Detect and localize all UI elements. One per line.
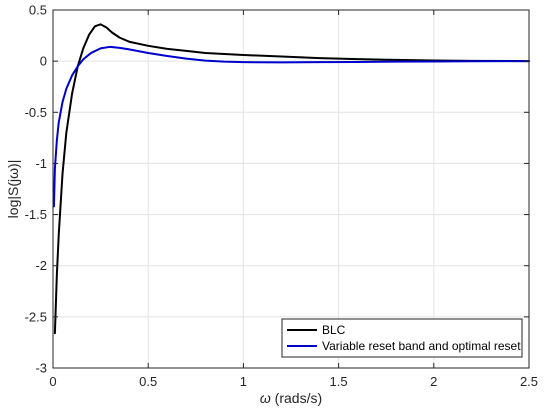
legend-label: Variable reset band and optimal reset	[322, 339, 521, 353]
x-tick-label: 2.5	[520, 374, 538, 389]
x-axis: 0 0.5 1 1.5 2 2.5	[49, 10, 538, 389]
series-lines	[52, 23, 530, 335]
x-tick-label: 0	[49, 374, 56, 389]
legend-label: BLC	[322, 323, 346, 337]
x-tick-label: 0.5	[139, 374, 157, 389]
x-axis-label: ω (rads/s)	[260, 390, 322, 406]
legend-box	[281, 318, 523, 358]
y-axis-label: log|S(jω)|	[5, 160, 21, 219]
x-tick-label: 2	[430, 374, 437, 389]
y-tick-label: -3	[35, 361, 47, 376]
y-tick-label: 0.5	[29, 3, 47, 18]
y-tick-label: -0.5	[25, 105, 47, 120]
x-axis-label-unit: (rads/s)	[275, 390, 322, 406]
y-tick-label: -2.5	[25, 309, 47, 324]
legend: BLC Variable reset band and optimal reset	[281, 318, 523, 358]
x-tick-label: 1	[240, 374, 247, 389]
series-line-2	[52, 45, 530, 208]
y-axis: -3 -2.5 -2 -1.5 -1 -0.5 0 0.5	[25, 3, 529, 376]
y-tick-label: -2	[35, 258, 47, 273]
y-tick-label: 0	[40, 54, 47, 69]
y-tick-label: -1	[35, 156, 47, 171]
series-line-1	[53, 23, 530, 335]
x-axis-label-symbol: ω	[260, 390, 271, 406]
plot-area-frame	[52, 9, 530, 369]
x-tick-label: 1.5	[330, 374, 348, 389]
y-tick-label: -1.5	[25, 207, 47, 222]
